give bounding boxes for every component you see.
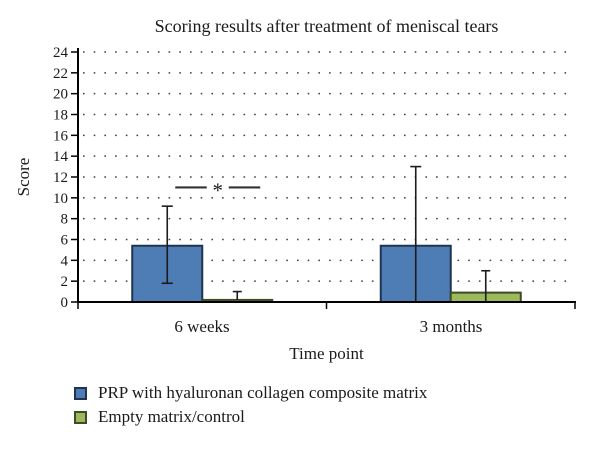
legend-item-control: Empty matrix/control [74,405,427,429]
y-tick-label: 0 [61,295,69,311]
y-tick-label: 14 [53,149,69,165]
x-tick-label-6-weeks: 6 weeks [174,317,230,336]
x-axis-title: Time point [289,344,364,363]
y-tick-label: 2 [61,274,69,290]
significance-star: * [213,178,224,202]
y-tick-label: 20 [53,87,68,103]
y-tick-label: 22 [53,66,68,82]
legend-swatch-control [74,410,87,424]
y-axis-title: Score [14,157,33,197]
legend: PRP with hyaluronan collagen composite m… [74,381,427,429]
legend-label-control: Empty matrix/control [98,407,245,426]
y-tick-label: 8 [61,212,69,228]
legend-swatch-prp [74,386,87,400]
y-tick-label: 12 [53,170,68,186]
legend-label-prp: PRP with hyaluronan collagen composite m… [98,383,428,402]
y-tick-label: 4 [61,253,69,269]
y-tick-label: 16 [53,128,69,144]
x-tick-label-3-months: 3 months [419,317,483,336]
chart-title: Scoring results after treatment of menis… [154,16,499,36]
y-tick-label: 10 [53,191,68,207]
legend-item-prp: PRP with hyaluronan collagen composite m… [74,381,427,405]
y-tick-label: 18 [53,108,68,124]
y-tick-label: 24 [53,45,69,61]
y-tick-label: 6 [61,233,69,249]
